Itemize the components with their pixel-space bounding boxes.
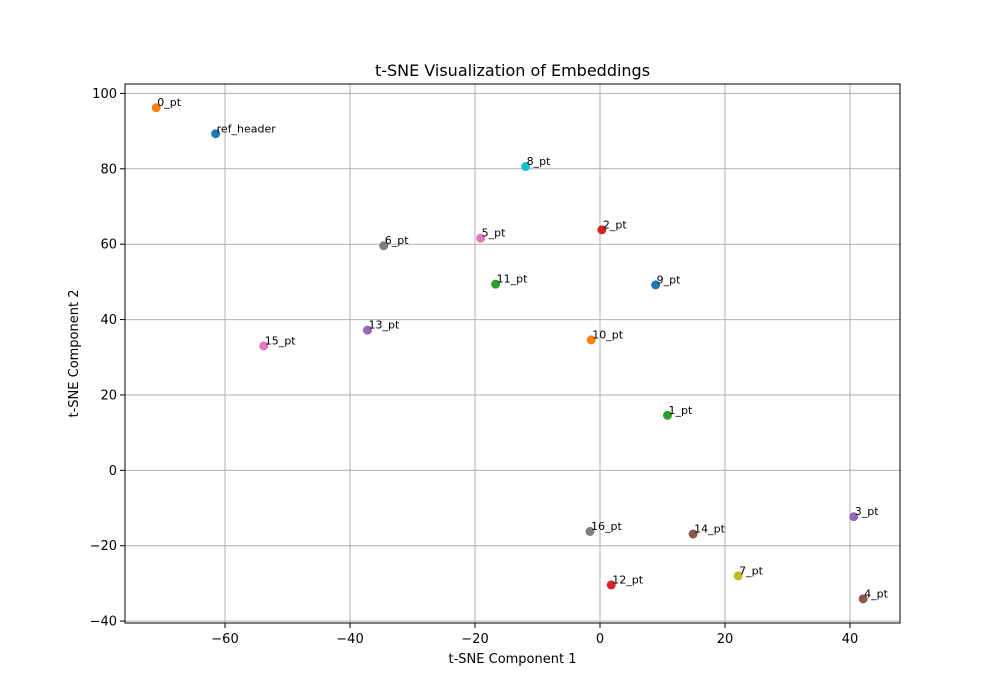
point-label: 10_pt bbox=[592, 328, 623, 341]
y-axis-label: t-SNE Component 2 bbox=[67, 290, 82, 418]
point-label: 14_pt bbox=[694, 523, 725, 536]
point-label: 6_pt bbox=[385, 234, 409, 247]
point-label: 5_pt bbox=[482, 227, 506, 240]
data-point bbox=[211, 129, 221, 139]
y-tick-label: 20 bbox=[100, 388, 117, 403]
point-label: 1_pt bbox=[669, 404, 693, 417]
data-point bbox=[259, 341, 269, 351]
x-tick-label: 20 bbox=[717, 632, 734, 647]
point-label: 2_pt bbox=[603, 218, 627, 231]
point-label: 4_pt bbox=[864, 587, 888, 600]
x-tick-label: −20 bbox=[461, 632, 488, 647]
point-label: 8_pt bbox=[527, 155, 551, 168]
data-point bbox=[586, 335, 596, 345]
y-tick-label: 0 bbox=[109, 464, 117, 479]
y-tick-label: 60 bbox=[100, 238, 117, 253]
data-point bbox=[688, 529, 698, 539]
data-points bbox=[151, 103, 868, 604]
y-tick-label: 100 bbox=[92, 87, 117, 102]
point-label: 7_pt bbox=[739, 564, 763, 577]
data-point bbox=[491, 279, 501, 289]
data-point bbox=[606, 580, 616, 590]
point-label: 16_pt bbox=[591, 520, 622, 533]
data-point bbox=[597, 225, 607, 235]
point-label: 12_pt bbox=[612, 573, 643, 586]
chart-title: t-SNE Visualization of Embeddings bbox=[375, 61, 650, 80]
plot-frame bbox=[124, 83, 901, 624]
data-point bbox=[476, 233, 486, 243]
y-tick-label: 40 bbox=[100, 313, 117, 328]
grid bbox=[125, 84, 900, 623]
point-labels: ref_header 0_pt 1_pt 2_pt 3_pt 4_pt 5_pt 6_pt 7_… bbox=[157, 96, 888, 600]
data-point bbox=[733, 571, 743, 581]
data-point bbox=[363, 325, 372, 335]
y-tick-label: 80 bbox=[100, 162, 117, 177]
data-point bbox=[858, 594, 868, 604]
data-point bbox=[849, 512, 859, 522]
x-tick-label: −40 bbox=[336, 632, 363, 647]
point-label: 13_pt bbox=[369, 319, 400, 332]
y-tick-label: −40 bbox=[90, 615, 117, 630]
data-point bbox=[663, 410, 672, 420]
point-label: 0_pt bbox=[157, 96, 181, 109]
axis-ticks: −60 −40 −20 0 20 40 −40 −20 0 20 40 60 80 100 bbox=[90, 87, 859, 647]
data-point bbox=[379, 241, 389, 251]
point-label: 3_pt bbox=[855, 505, 879, 518]
point-label: ref_header bbox=[217, 122, 277, 135]
x-tick-label: 40 bbox=[842, 632, 859, 647]
data-point bbox=[585, 526, 595, 536]
point-label: 9_pt bbox=[657, 273, 681, 286]
x-tick-label: −60 bbox=[211, 632, 238, 647]
x-axis-label: t-SNE Component 1 bbox=[449, 652, 577, 667]
data-point bbox=[651, 280, 661, 290]
point-label: 15_pt bbox=[265, 334, 296, 347]
x-tick-label: 0 bbox=[596, 632, 604, 647]
point-label: 11_pt bbox=[497, 273, 528, 286]
data-point bbox=[521, 162, 531, 172]
y-tick-label: −20 bbox=[90, 539, 117, 554]
data-point bbox=[151, 103, 161, 113]
